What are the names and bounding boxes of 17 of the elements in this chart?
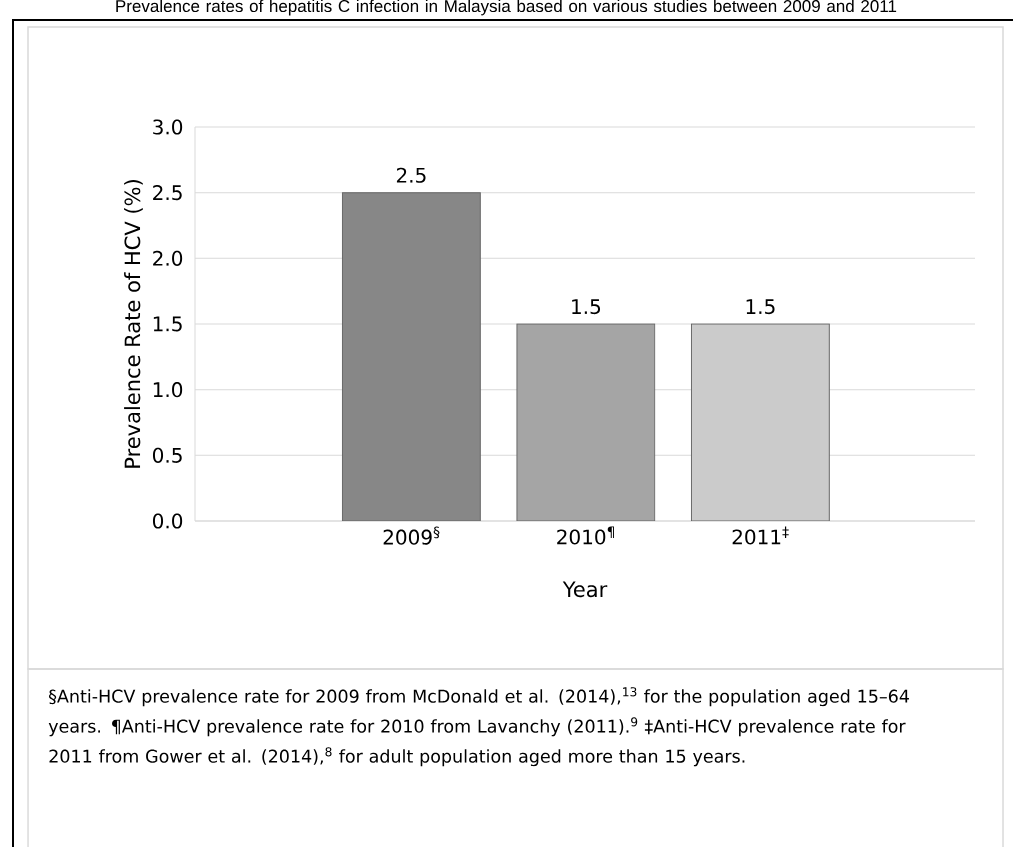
y-tick-label: 0.0 xyxy=(152,513,183,529)
y-axis-title: Prevalence Rate of HCV (%) xyxy=(124,180,143,468)
x-tick-label: 2009$^{§}$ xyxy=(383,526,440,545)
x-tick-label: 2010$^{¶}$ xyxy=(557,526,615,545)
data-label: 1.5 xyxy=(572,299,601,315)
y-tick-label: 1.0 xyxy=(153,382,183,398)
data-label: 1.5 xyxy=(746,299,775,315)
x-axis-title: Year xyxy=(562,581,608,598)
text: §Anti-HCV prevalence rate for 2009 from McDonald et al. (2014),$^{13}$ for the population aged 15–64 years. ¶Anti-HCV prevalence rate for 2010 from Lavanchy (2011).$^{9}$ ‡Anti-HCV prevalence rate for 2011 from Gower et al. (2014),$^{8}$ for adult population aged more than 15 years. xyxy=(48,687,909,767)
chart-title: Prevalence rates of hepatitis C infection in Malaysia based on various studies between 2009 and 2011 xyxy=(116,0,897,16)
y-tick-label: 3.0 xyxy=(153,119,183,135)
y-tick-label: 1.5 xyxy=(153,316,182,332)
y-tick-label: 0.5 xyxy=(152,447,182,463)
y-tick-label: 2.0 xyxy=(153,250,183,266)
y-tick-label: 2.5 xyxy=(153,185,182,201)
data-label: 2.5 xyxy=(396,167,426,183)
x-tick-label: 2011$^{‡}$ xyxy=(732,526,789,545)
